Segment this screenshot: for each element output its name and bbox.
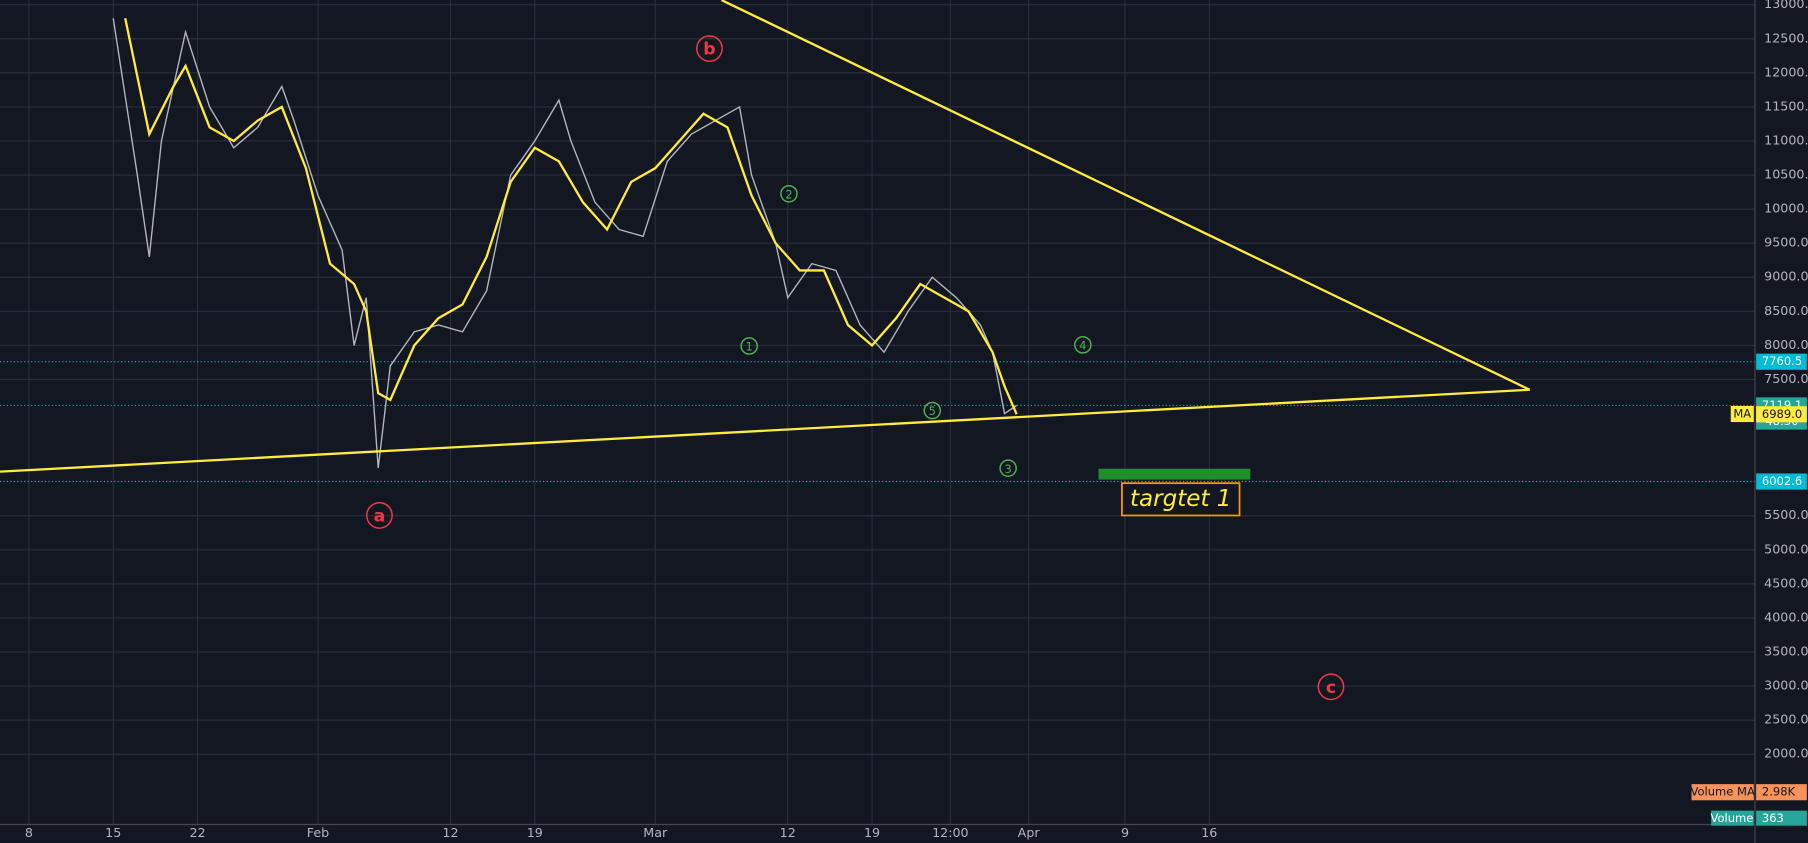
price-line <box>112 18 1018 469</box>
wave-label: 1 <box>746 340 753 354</box>
y-tick-label: 5500.0 <box>1764 507 1808 522</box>
target-label: targtet 1 <box>1130 486 1232 512</box>
wave-label: c <box>1326 678 1336 698</box>
x-tick-label: 19 <box>527 825 543 840</box>
x-tick-label: 12 <box>780 825 796 840</box>
volume-name: Volume <box>1710 811 1753 825</box>
volume-ma-value: 2.98K <box>1762 785 1796 799</box>
x-tick-label: Mar <box>643 825 668 840</box>
x-tick-label: 16 <box>1201 825 1217 840</box>
price-tag <box>1756 353 1807 370</box>
y-tick-label: 7500.0 <box>1764 371 1808 386</box>
x-tick-label: Apr <box>1018 825 1041 840</box>
grid <box>0 0 1755 825</box>
price-tag-label: 7760.5 <box>1762 354 1802 368</box>
wave-label: 2 <box>785 187 792 201</box>
target-label-box <box>1121 482 1241 517</box>
wave-marker <box>1317 673 1345 701</box>
wave-label: b <box>703 40 715 60</box>
x-tick-label: 15 <box>105 825 121 840</box>
y-tick-label: 11000.0 <box>1764 132 1808 147</box>
y-tick-label: 3500.0 <box>1764 644 1808 659</box>
volume-value: 363 <box>1762 811 1784 825</box>
y-tick-label: 3000.0 <box>1764 678 1808 693</box>
y-tick-label: 8500.0 <box>1764 303 1808 318</box>
wave-label: a <box>374 507 386 527</box>
ma-price-label: 6989.0 <box>1762 407 1802 421</box>
y-tick-label: 5000.0 <box>1764 541 1808 556</box>
trendline <box>720 0 1531 391</box>
y-tick-label: 12500.0 <box>1764 30 1808 45</box>
volume-ma-tag <box>1691 784 1754 801</box>
volume-tag <box>1711 810 1754 826</box>
wave-label: 3 <box>1005 462 1012 476</box>
wave-marker <box>780 184 798 203</box>
trendline <box>0 388 1530 473</box>
y-tick-label: 9500.0 <box>1764 235 1808 250</box>
ma-price-tag <box>1756 406 1807 423</box>
volume-ma-name: Volume MA <box>1691 785 1755 799</box>
x-tick-label: 12 <box>442 825 458 840</box>
volume-ma-value-tag <box>1756 784 1807 801</box>
wave-marker <box>1074 336 1092 354</box>
x-tick-label: 12:00 <box>932 825 969 840</box>
y-tick-label: 2500.0 <box>1764 712 1808 727</box>
wave-marker <box>365 501 393 529</box>
y-tick-label: 11500.0 <box>1764 98 1808 113</box>
x-tick-label: 8 <box>25 825 33 840</box>
target-zone <box>1098 468 1251 480</box>
x-tick-label: Feb <box>307 825 329 840</box>
price-tag-label: 6002.6 <box>1762 474 1802 488</box>
wave-marker <box>740 337 759 355</box>
y-tick-label: 9000.0 <box>1764 269 1808 284</box>
ma-name: MA <box>1733 407 1751 421</box>
wave-label: 5 <box>929 404 936 418</box>
axes: 13000.012500.012000.011500.011000.010500… <box>25 0 1808 840</box>
x-tick-label: 9 <box>1121 825 1129 840</box>
y-tick-label: 10500.0 <box>1764 167 1808 182</box>
y-tick-label: 4000.0 <box>1764 609 1808 624</box>
price-tag <box>1756 473 1807 490</box>
wave-marker <box>999 459 1017 478</box>
ma-name-tag <box>1730 405 1754 423</box>
y-tick-label: 8000.0 <box>1764 337 1808 352</box>
y-tick-label: 4500.0 <box>1764 575 1808 590</box>
x-tick-label: 22 <box>189 825 205 840</box>
y-tick-label: 12000.0 <box>1764 64 1808 79</box>
volume-value-tag <box>1756 810 1807 826</box>
wave-marker <box>696 35 723 62</box>
wave-marker <box>923 401 942 420</box>
y-tick-label: 13000.0 <box>1764 0 1808 11</box>
plot-area: targtet 1 a b c 1 2 3 4 5 <box>0 0 1755 701</box>
ma-line <box>124 18 1018 415</box>
wave-label: 4 <box>1079 339 1086 353</box>
x-tick-label: 19 <box>864 825 880 840</box>
y-tick-label: 2000.0 <box>1764 746 1808 761</box>
y-tick-label: 10000.0 <box>1764 201 1808 216</box>
